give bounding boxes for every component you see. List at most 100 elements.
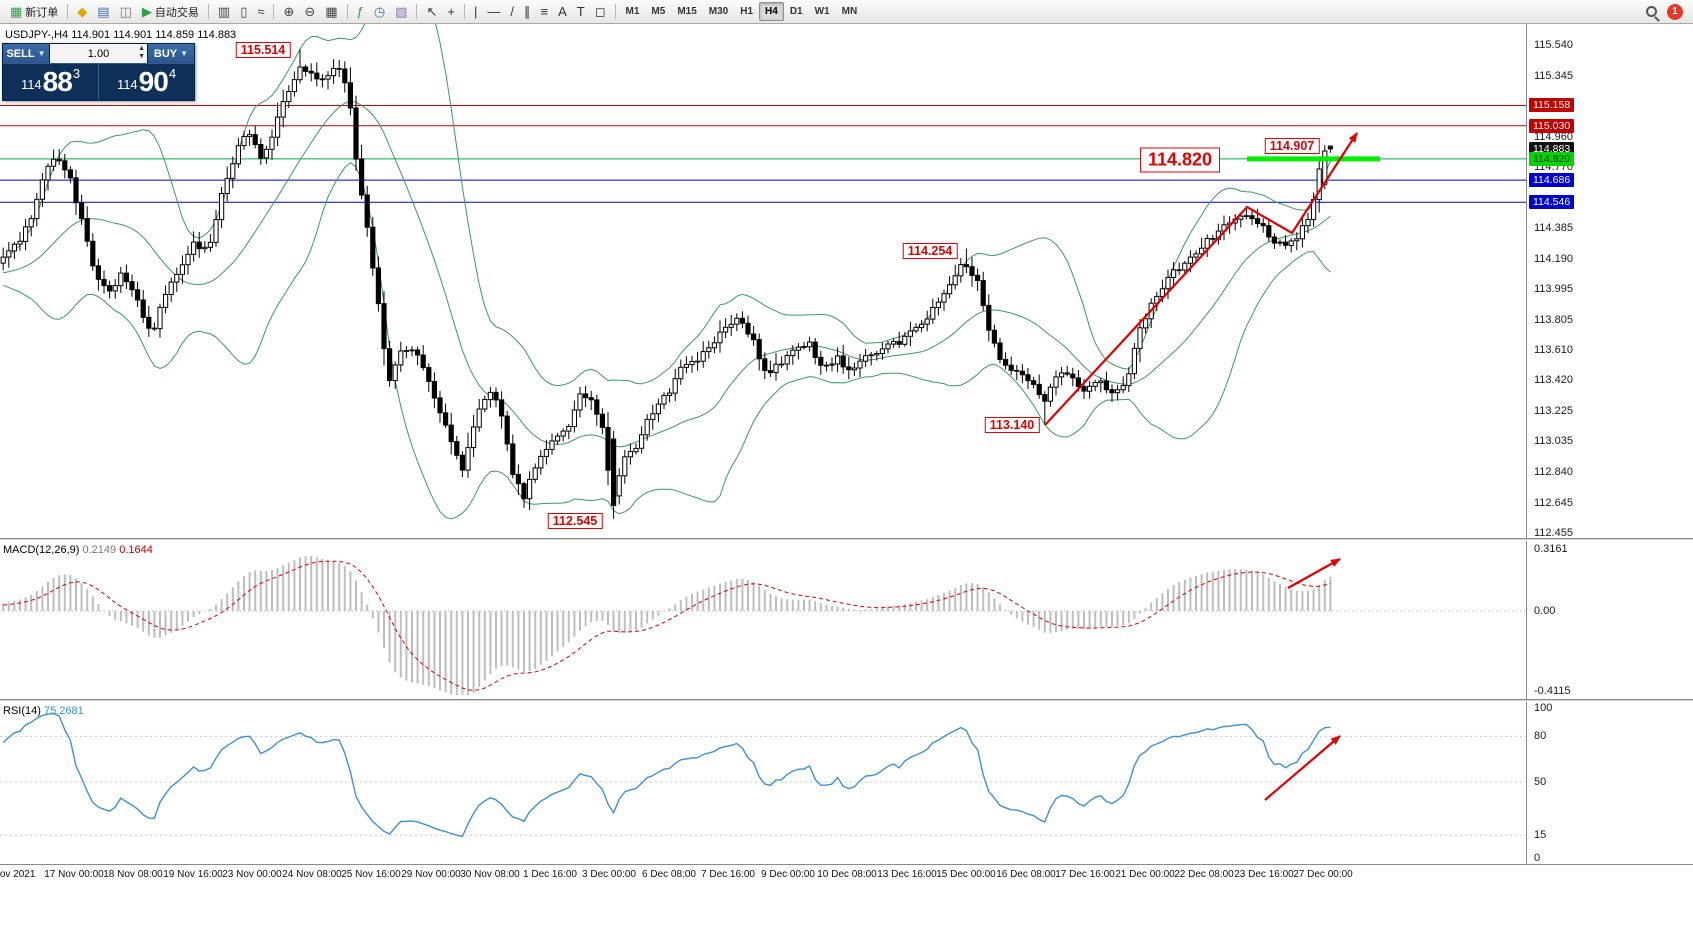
- periods-icon[interactable]: ◷: [369, 2, 390, 22]
- time-axis-label: 1 Dec 16:00: [523, 869, 577, 880]
- horizontal-line-icon[interactable]: —: [482, 2, 505, 22]
- timeframe-m1-button[interactable]: M1: [625, 6, 640, 17]
- price-annotation[interactable]: 114.820: [1139, 147, 1221, 173]
- timeframe-d1-button[interactable]: D1: [789, 6, 803, 17]
- time-axis-label: Nov 2021: [0, 869, 36, 880]
- price-axis[interactable]: 115.540 115.345 114.960 114.770 114.385 114.1…: [1526, 24, 1693, 539]
- trendline-icon[interactable]: /: [505, 2, 519, 22]
- sell-button-label: SELL: [6, 47, 35, 60]
- label-icon[interactable]: T: [572, 2, 590, 22]
- vertical-line-icon[interactable]: |: [469, 2, 482, 22]
- timeframe-h4-button[interactable]: H4: [759, 2, 784, 21]
- navigator-icon[interactable]: ◫: [115, 2, 137, 22]
- macd-axis[interactable]: 0.3161 0.00 -0.4115: [1526, 541, 1693, 699]
- rsi-axis-tick: 0: [1534, 852, 1541, 864]
- trade-controls-row: SELL ▼ 1.00 ▲ ▼ BUY ▼: [3, 44, 194, 64]
- rsi-chart[interactable]: [0, 702, 1526, 864]
- sell-price-prefix: 114: [20, 77, 42, 93]
- buy-price[interactable]: 114 90 4: [99, 64, 194, 100]
- price-annotation[interactable]: 114.907: [1264, 138, 1320, 154]
- text-icon-glyph: A: [558, 4, 567, 19]
- line-chart-type-icon[interactable]: ≈: [252, 2, 269, 22]
- timeframe-w1-button[interactable]: W1: [814, 6, 830, 17]
- sell-dropdown-icon: ▼: [37, 49, 46, 58]
- time-axis-label: 15 Dec 00:00: [936, 869, 996, 880]
- sell-price[interactable]: 114 88 3: [3, 64, 98, 100]
- time-axis-label: 7 Dec 16:00: [701, 869, 755, 880]
- macd-axis-tick: 0.3161: [1534, 543, 1568, 555]
- new-order-button-glyph: ▦: [10, 4, 23, 19]
- indicators-icon[interactable]: ƒ: [352, 2, 369, 22]
- text-icon[interactable]: A: [553, 2, 572, 22]
- price-divider: [98, 64, 99, 100]
- rsi-panel[interactable]: RSI(14) 75.2681 100 80 50 15 0: [0, 702, 1693, 864]
- price-annotation[interactable]: 114.254: [902, 243, 958, 259]
- price-axis-tick: 113.035: [1534, 435, 1573, 447]
- label-icon-glyph: T: [576, 4, 585, 19]
- timeframe-mn-button[interactable]: MN: [841, 6, 858, 17]
- timeframe-h1-button[interactable]: H1: [740, 6, 754, 17]
- price-axis-tick: 115.540: [1534, 39, 1573, 51]
- candlestick-type-icon[interactable]: ▯: [235, 2, 252, 22]
- volume-up-icon[interactable]: ▲: [138, 45, 145, 52]
- price-annotation[interactable]: 115.514: [235, 42, 291, 58]
- chart-ohlc-title: USDJPY-,H4 114.901 114.901 114.859 114.8…: [5, 29, 237, 41]
- autotrading-button-glyph: ▶: [141, 4, 152, 19]
- volume-value: 1.00: [87, 47, 110, 60]
- price-annotation[interactable]: 113.140: [984, 417, 1040, 433]
- price-annotation[interactable]: 112.545: [547, 513, 603, 529]
- fibonacci-icon[interactable]: ≡: [535, 2, 553, 22]
- main-chart-panel[interactable]: 115.514 114.254 113.140 112.545 114.907 114.8…: [0, 24, 1693, 539]
- toolbar-separator: [416, 4, 418, 19]
- price-axis-tick: 114.960: [1534, 131, 1573, 143]
- time-axis-label: 23 Nov 00:00: [222, 869, 282, 880]
- panel-splitter[interactable]: [0, 699, 1693, 702]
- search-icon[interactable]: [1646, 6, 1657, 17]
- panel-splitter[interactable]: [0, 538, 1693, 541]
- fibonacci-icon-glyph: ≡: [540, 4, 549, 19]
- timeframe-m15-button[interactable]: M15: [677, 6, 697, 17]
- cursor-icon[interactable]: ↖: [421, 2, 442, 22]
- candlestick-chart[interactable]: [0, 24, 1526, 538]
- volume-input[interactable]: 1.00 ▲ ▼: [49, 44, 148, 63]
- price-axis-tick: 113.420: [1534, 374, 1573, 386]
- time-axis-label: 27 Dec 00:00: [1293, 869, 1353, 880]
- macd-chart[interactable]: [0, 541, 1526, 699]
- crosshair-icon[interactable]: +: [442, 2, 460, 22]
- timeframe-m30-button[interactable]: M30: [708, 6, 729, 17]
- macd-panel[interactable]: MACD(12,26,9) 0.2149 0.1644 0.3161 0.00 -0…: [0, 541, 1693, 699]
- bar-chart-type-icon-glyph: ▥: [217, 4, 231, 19]
- tile-windows-icon[interactable]: ▦: [320, 2, 342, 22]
- toolbar-left-groups: ▦ 新订单 ◆ ▤ ◫ ▶ 自动交易 ▥ ▯ ≈ ⊕ ⊖ ▦ ƒ ◷ ▨ ↖ + | — / ∥ ≡ A T ◻ M1 M5 M15 M3…: [5, 0, 863, 23]
- zoom-out-icon[interactable]: ⊖: [299, 2, 320, 22]
- templates-icon[interactable]: ▨: [390, 2, 412, 22]
- timeframe-m5-button[interactable]: M5: [651, 6, 666, 17]
- one-click-trading-panel: SELL ▼ 1.00 ▲ ▼ BUY ▼ 114 88 3: [2, 43, 195, 101]
- time-axis-label: 13 Dec 16:00: [877, 869, 937, 880]
- channel-icon[interactable]: ∥: [519, 2, 536, 22]
- new-order-button[interactable]: ▦ 新订单: [5, 2, 63, 22]
- market-watch-icon-glyph: ◆: [77, 4, 88, 19]
- time-axis-label: 3 Dec 00:00: [582, 869, 636, 880]
- price-level-tag: 115.158: [1529, 98, 1575, 112]
- autotrading-button[interactable]: ▶ 自动交易: [137, 2, 204, 22]
- macd-label: MACD(12,26,9) 0.2149 0.1644: [3, 544, 153, 556]
- rsi-axis-tick: 100: [1534, 702, 1553, 714]
- rsi-axis[interactable]: 100 80 50 15 0: [1526, 702, 1693, 864]
- tile-windows-icon-glyph: ▦: [325, 4, 338, 19]
- zoom-in-icon[interactable]: ⊕: [278, 2, 299, 22]
- toolbar-separator: [67, 4, 69, 19]
- notification-badge[interactable]: 1: [1667, 3, 1683, 20]
- market-watch-icon[interactable]: ◆: [72, 2, 92, 22]
- bar-chart-type-icon[interactable]: ▥: [213, 2, 235, 22]
- volume-down-icon[interactable]: ▼: [138, 53, 145, 60]
- volume-spinner[interactable]: ▲ ▼: [138, 45, 145, 61]
- sell-button[interactable]: SELL ▼: [3, 44, 49, 63]
- shapes-icon[interactable]: ◻: [590, 2, 611, 22]
- buy-button[interactable]: BUY ▼: [148, 44, 194, 63]
- data-window-icon[interactable]: ▤: [92, 2, 114, 22]
- sell-price-big: 88: [42, 66, 73, 98]
- horizontal-line-icon-glyph: —: [487, 4, 501, 19]
- autotrading-button-label: 自动交易: [154, 6, 199, 19]
